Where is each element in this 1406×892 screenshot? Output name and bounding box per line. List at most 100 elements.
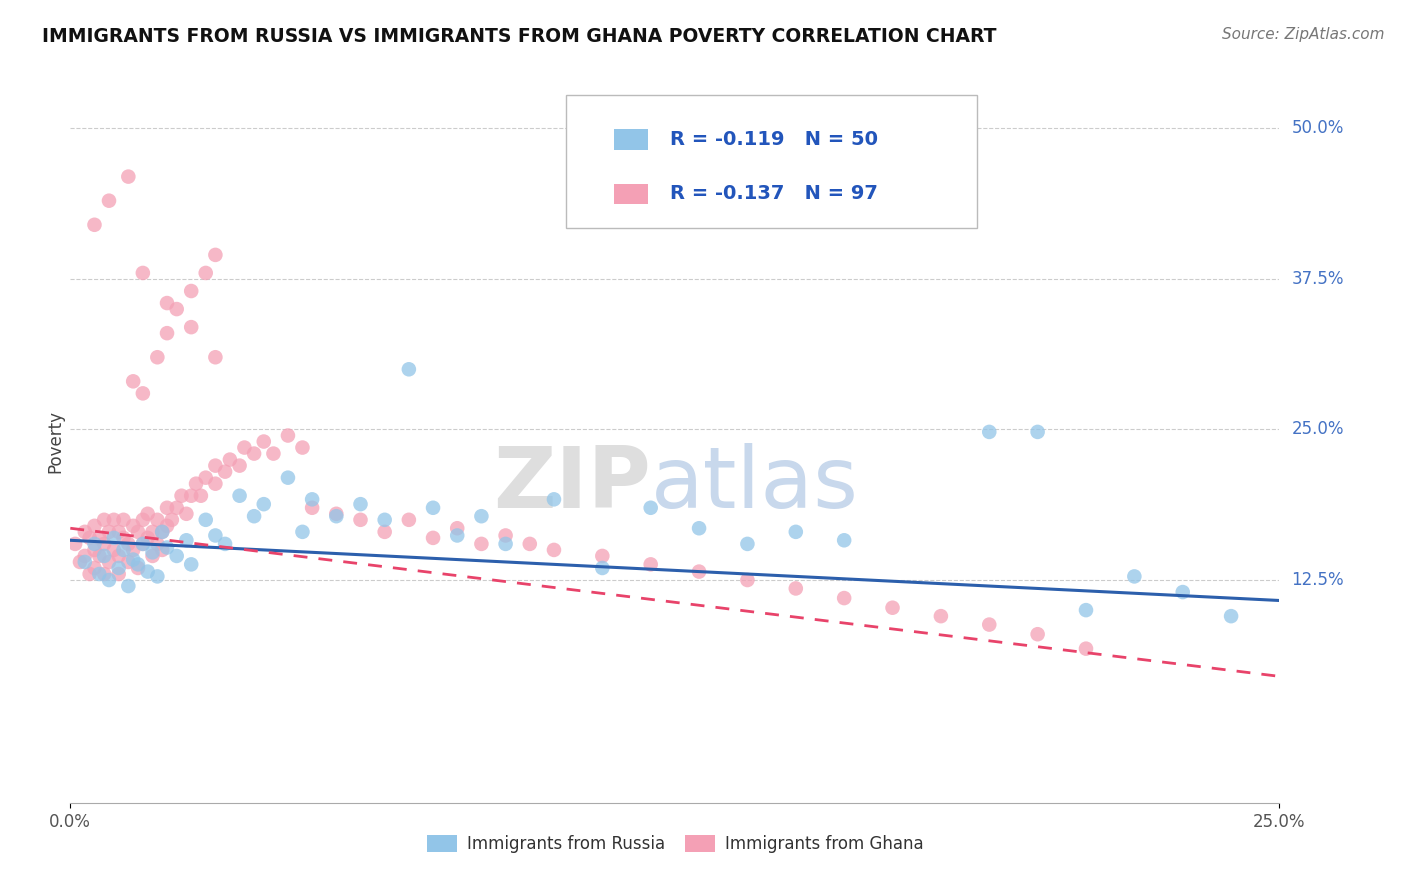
Point bbox=[214, 465, 236, 479]
Point bbox=[228, 458, 250, 473]
Point bbox=[117, 169, 139, 184]
Point bbox=[1171, 585, 1194, 599]
Point bbox=[325, 509, 347, 524]
Point bbox=[73, 555, 96, 569]
Point bbox=[1123, 569, 1146, 583]
Point bbox=[1026, 425, 1049, 439]
Point bbox=[180, 320, 202, 334]
Text: Source: ZipAtlas.com: Source: ZipAtlas.com bbox=[1222, 27, 1385, 42]
Point bbox=[156, 326, 179, 341]
Point bbox=[93, 513, 115, 527]
Text: 12.5%: 12.5% bbox=[1292, 571, 1344, 589]
Point bbox=[83, 518, 105, 533]
Point bbox=[349, 513, 371, 527]
Point bbox=[136, 565, 159, 579]
Point bbox=[83, 542, 105, 557]
Point bbox=[176, 507, 198, 521]
Point bbox=[374, 513, 396, 527]
Point bbox=[136, 531, 159, 545]
Point bbox=[93, 567, 115, 582]
Text: 50.0%: 50.0% bbox=[1292, 120, 1344, 137]
Point bbox=[688, 565, 710, 579]
Point bbox=[98, 194, 121, 208]
Point bbox=[98, 555, 121, 569]
Text: 37.5%: 37.5% bbox=[1292, 270, 1344, 288]
Point bbox=[136, 507, 159, 521]
Point bbox=[93, 549, 115, 563]
Point bbox=[73, 549, 96, 563]
Point bbox=[112, 513, 135, 527]
Point bbox=[180, 489, 202, 503]
Point bbox=[979, 617, 1001, 632]
Point bbox=[832, 591, 855, 606]
Point bbox=[127, 524, 149, 539]
Y-axis label: Poverty: Poverty bbox=[46, 410, 65, 473]
Point bbox=[495, 537, 517, 551]
Point bbox=[107, 549, 129, 563]
Point bbox=[166, 500, 188, 515]
Point bbox=[141, 524, 163, 539]
Point bbox=[233, 441, 256, 455]
Point bbox=[141, 549, 163, 563]
Point bbox=[882, 600, 904, 615]
Point bbox=[103, 513, 125, 527]
Point bbox=[979, 425, 1001, 439]
Point bbox=[349, 497, 371, 511]
Point bbox=[737, 537, 759, 551]
Point bbox=[112, 542, 135, 557]
Point bbox=[591, 561, 613, 575]
Point bbox=[495, 528, 517, 542]
Point bbox=[446, 521, 468, 535]
Point bbox=[591, 549, 613, 563]
Point bbox=[190, 489, 212, 503]
Point bbox=[422, 531, 444, 545]
Point bbox=[141, 545, 163, 559]
Point bbox=[127, 561, 149, 575]
Point bbox=[291, 524, 314, 539]
Point bbox=[122, 375, 145, 389]
Point bbox=[83, 537, 105, 551]
Point bbox=[107, 561, 129, 575]
Point bbox=[132, 513, 155, 527]
Text: 25.0%: 25.0% bbox=[1292, 420, 1344, 439]
Point bbox=[107, 567, 129, 582]
Point bbox=[253, 497, 276, 511]
Point bbox=[180, 558, 202, 572]
Point bbox=[640, 500, 662, 515]
Point bbox=[180, 284, 202, 298]
Point bbox=[127, 558, 149, 572]
Legend: Immigrants from Russia, Immigrants from Ghana: Immigrants from Russia, Immigrants from … bbox=[420, 828, 929, 860]
Point bbox=[519, 537, 541, 551]
Point bbox=[132, 537, 155, 551]
Point bbox=[929, 609, 952, 624]
Point bbox=[422, 500, 444, 515]
Point bbox=[1074, 641, 1097, 656]
Point bbox=[122, 518, 145, 533]
Point bbox=[470, 509, 492, 524]
Point bbox=[204, 248, 226, 262]
Point bbox=[156, 500, 179, 515]
Point bbox=[122, 542, 145, 557]
Point bbox=[156, 518, 179, 533]
Point bbox=[1220, 609, 1243, 624]
Point bbox=[146, 569, 169, 583]
Point bbox=[398, 362, 420, 376]
Point bbox=[166, 301, 188, 317]
Point bbox=[194, 513, 217, 527]
Point bbox=[63, 537, 86, 551]
Point bbox=[398, 513, 420, 527]
Point bbox=[277, 471, 299, 485]
Point bbox=[640, 558, 662, 572]
Point bbox=[243, 509, 266, 524]
Point bbox=[93, 537, 115, 551]
Point bbox=[688, 521, 710, 535]
Point bbox=[132, 386, 155, 401]
Point bbox=[89, 549, 111, 563]
Point bbox=[79, 567, 101, 582]
Point bbox=[156, 296, 179, 310]
Point bbox=[176, 533, 198, 548]
Point bbox=[170, 489, 193, 503]
Point bbox=[132, 537, 155, 551]
Point bbox=[83, 561, 105, 575]
Point bbox=[117, 537, 139, 551]
